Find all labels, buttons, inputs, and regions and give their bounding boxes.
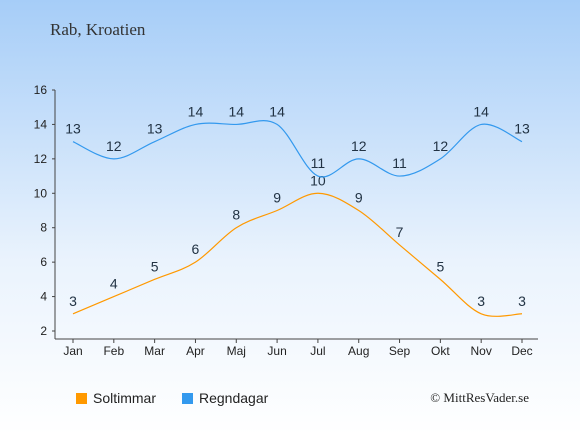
x-tick-label: Mar — [144, 344, 165, 358]
x-tick-label: Nov — [471, 344, 492, 358]
data-label-soltimmar: 3 — [518, 293, 526, 309]
data-label-regndagar: 12 — [351, 138, 367, 154]
x-tick-label: Jan — [63, 344, 82, 358]
data-label-soltimmar: 6 — [192, 241, 200, 257]
data-label-soltimmar: 10 — [310, 172, 326, 188]
data-label-regndagar: 13 — [147, 121, 163, 137]
data-label-soltimmar: 4 — [110, 276, 118, 292]
y-tick-label: 10 — [34, 186, 48, 200]
x-tick-label: Apr — [186, 344, 205, 358]
x-tick-label: Dec — [511, 344, 532, 358]
data-label-regndagar: 13 — [65, 121, 81, 137]
data-label-regndagar: 12 — [106, 138, 122, 154]
series-line-soltimmar — [72, 192, 523, 317]
series-line-regndagar — [72, 120, 523, 178]
x-tick-label: Okt — [431, 344, 450, 358]
x-tick-label: Maj — [227, 344, 246, 358]
legend-item-regndagar: Regndagar — [182, 390, 268, 406]
legend-label-soltimmar: Soltimmar — [93, 390, 157, 406]
y-tick-label: 6 — [40, 255, 47, 269]
data-label-soltimmar: 8 — [232, 207, 240, 223]
legend-item-soltimmar: Soltimmar — [76, 390, 156, 406]
data-label-soltimmar: 7 — [396, 224, 404, 240]
x-tick-label: Jul — [310, 344, 325, 358]
x-tick-label: Sep — [389, 344, 411, 358]
data-label-regndagar: 14 — [269, 103, 285, 119]
data-label-regndagar: 11 — [392, 155, 407, 171]
data-label-regndagar: 14 — [473, 103, 489, 119]
legend-swatch-regndagar — [182, 392, 193, 404]
data-label-soltimmar: 3 — [477, 293, 485, 309]
y-tick-label: 4 — [40, 290, 47, 304]
legend-label-regndagar: Regndagar — [199, 390, 269, 406]
data-label-regndagar: 11 — [311, 155, 326, 171]
x-tick-label: Aug — [348, 344, 369, 358]
y-tick-label: 16 — [34, 83, 48, 97]
data-label-soltimmar: 3 — [69, 293, 77, 309]
y-tick-label: 2 — [40, 324, 47, 338]
data-label-soltimmar: 5 — [436, 258, 444, 274]
data-label-soltimmar: 9 — [273, 190, 281, 206]
chart-title: Rab, Kroatien — [50, 20, 146, 39]
data-label-regndagar: 14 — [188, 103, 204, 119]
credit-text: © MittResVader.se — [430, 390, 529, 405]
x-tick-label: Jun — [267, 344, 286, 358]
x-tick-label: Feb — [103, 344, 124, 358]
y-tick-label: 8 — [40, 221, 47, 235]
data-label-regndagar: 14 — [228, 103, 244, 119]
data-label-regndagar: 12 — [433, 138, 449, 154]
data-label-regndagar: 13 — [514, 121, 530, 137]
data-label-soltimmar: 9 — [355, 190, 363, 206]
legend-swatch-soltimmar — [76, 392, 87, 404]
data-label-soltimmar: 5 — [151, 258, 159, 274]
y-tick-label: 14 — [34, 117, 48, 131]
y-tick-label: 12 — [34, 152, 48, 166]
